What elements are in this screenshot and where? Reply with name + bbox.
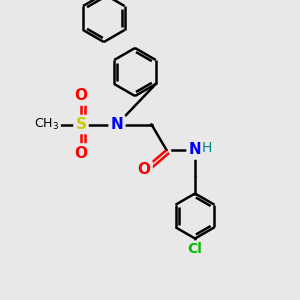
Text: N: N: [111, 117, 123, 132]
Text: Cl: Cl: [188, 242, 202, 256]
Text: O: O: [137, 162, 151, 177]
Text: O: O: [74, 88, 88, 104]
Text: N: N: [189, 142, 201, 158]
Text: CH$_3$: CH$_3$: [34, 117, 59, 132]
Text: H: H: [201, 141, 212, 154]
Text: O: O: [74, 146, 88, 160]
Text: S: S: [76, 117, 86, 132]
